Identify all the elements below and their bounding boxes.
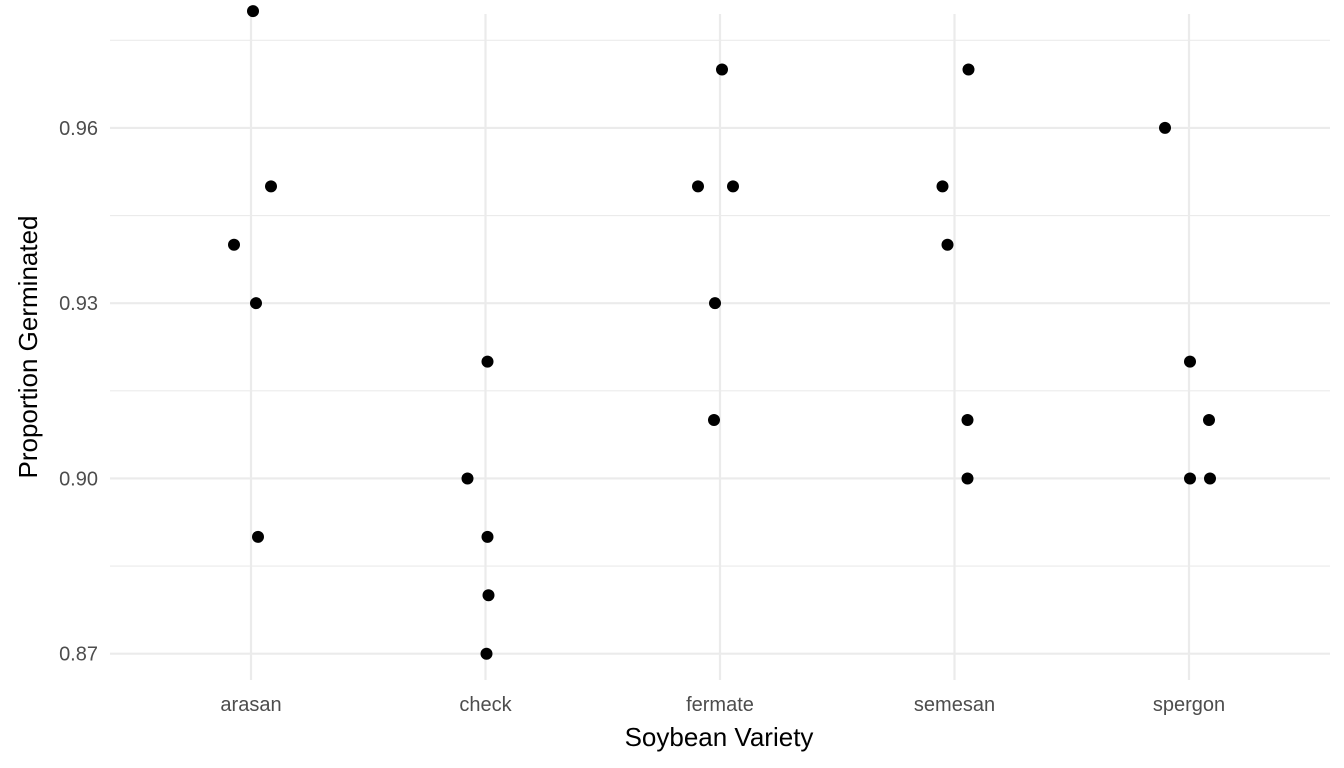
data-point-semesan xyxy=(962,63,975,76)
x-tick-label: check xyxy=(459,694,512,716)
x-axis-tick-labels: arasan check fermate semesan spergon xyxy=(220,694,1225,716)
data-point-check xyxy=(481,355,494,368)
data-point-check xyxy=(482,589,495,602)
data-point-semesan xyxy=(936,180,949,193)
y-tick-label: 0.90 xyxy=(59,468,98,490)
gridlines xyxy=(110,14,1330,680)
y-axis-tick-labels: 0.87 0.90 0.93 0.96 xyxy=(59,118,98,666)
data-point-fermate xyxy=(708,414,720,427)
data-point-semesan xyxy=(961,472,974,485)
y-tick-label: 0.93 xyxy=(59,293,98,315)
x-tick-label: fermate xyxy=(686,694,754,716)
data-point-arasan xyxy=(265,180,277,193)
data-point-fermate xyxy=(716,63,728,76)
data-point-arasan xyxy=(252,530,264,543)
data-point-check xyxy=(481,530,494,543)
data-point-check xyxy=(461,472,474,485)
data-point-semesan xyxy=(941,238,954,251)
y-axis-title: Proportion Germinated xyxy=(13,215,43,478)
data-point-arasan xyxy=(228,238,240,251)
x-tick-label: spergon xyxy=(1153,694,1225,716)
data-point-arasan xyxy=(250,297,262,310)
data-point-fermate xyxy=(727,180,739,193)
data-point-check xyxy=(480,647,493,660)
x-tick-label: arasan xyxy=(220,694,281,716)
x-axis-title: Soybean Variety xyxy=(625,722,814,752)
data-point-arasan xyxy=(247,5,259,18)
data-point-fermate xyxy=(692,180,704,193)
x-tick-label: semesan xyxy=(914,694,995,716)
y-tick-label: 0.96 xyxy=(59,118,98,140)
data-point-spergon xyxy=(1159,121,1171,134)
data-point-spergon xyxy=(1204,472,1216,485)
data-point-semesan xyxy=(961,414,974,427)
data-points xyxy=(228,5,1216,660)
y-tick-label: 0.87 xyxy=(59,644,98,666)
data-point-spergon xyxy=(1184,472,1196,485)
data-point-spergon xyxy=(1184,355,1196,368)
data-point-fermate xyxy=(709,297,721,310)
data-point-spergon xyxy=(1203,414,1215,427)
